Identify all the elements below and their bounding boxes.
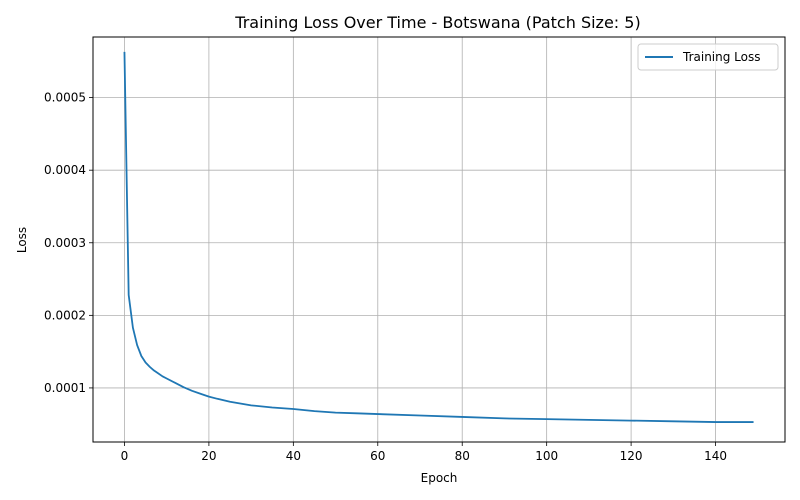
legend-box xyxy=(637,43,779,71)
grid xyxy=(93,37,785,442)
x-tick-label: 100 xyxy=(535,449,558,463)
x-axis-ticks: 0 20 40 60 80 100 120 140 xyxy=(121,442,727,463)
x-tick-label: 20 xyxy=(201,449,216,463)
plot-frame xyxy=(92,36,786,443)
x-tick-label: 80 xyxy=(455,449,470,463)
legend-label: Training Loss xyxy=(682,50,760,64)
y-tick-label: 0.0003 xyxy=(44,236,86,250)
y-axis-label: Loss xyxy=(15,227,29,253)
x-tick-label: 120 xyxy=(620,449,643,463)
y-tick-label: 0.0004 xyxy=(44,163,86,177)
x-tick-label: 40 xyxy=(286,449,301,463)
y-tick-label: 0.0001 xyxy=(44,381,86,395)
chart-title: Training Loss Over Time - Botswana (Patc… xyxy=(234,13,640,32)
series-line-training-loss xyxy=(123,51,754,423)
y-tick-label: 0.0002 xyxy=(44,308,86,322)
y-axis-ticks: 0.0001 0.0002 0.0003 0.0004 0.0005 xyxy=(44,91,93,395)
legend: Training Loss xyxy=(637,43,779,71)
y-tick-label: 0.0005 xyxy=(44,91,86,105)
x-tick-label: 0 xyxy=(121,449,129,463)
x-tick-label: 140 xyxy=(704,449,727,463)
x-axis-label: Epoch xyxy=(421,471,458,485)
x-tick-label: 60 xyxy=(370,449,385,463)
series-layer xyxy=(123,51,754,423)
